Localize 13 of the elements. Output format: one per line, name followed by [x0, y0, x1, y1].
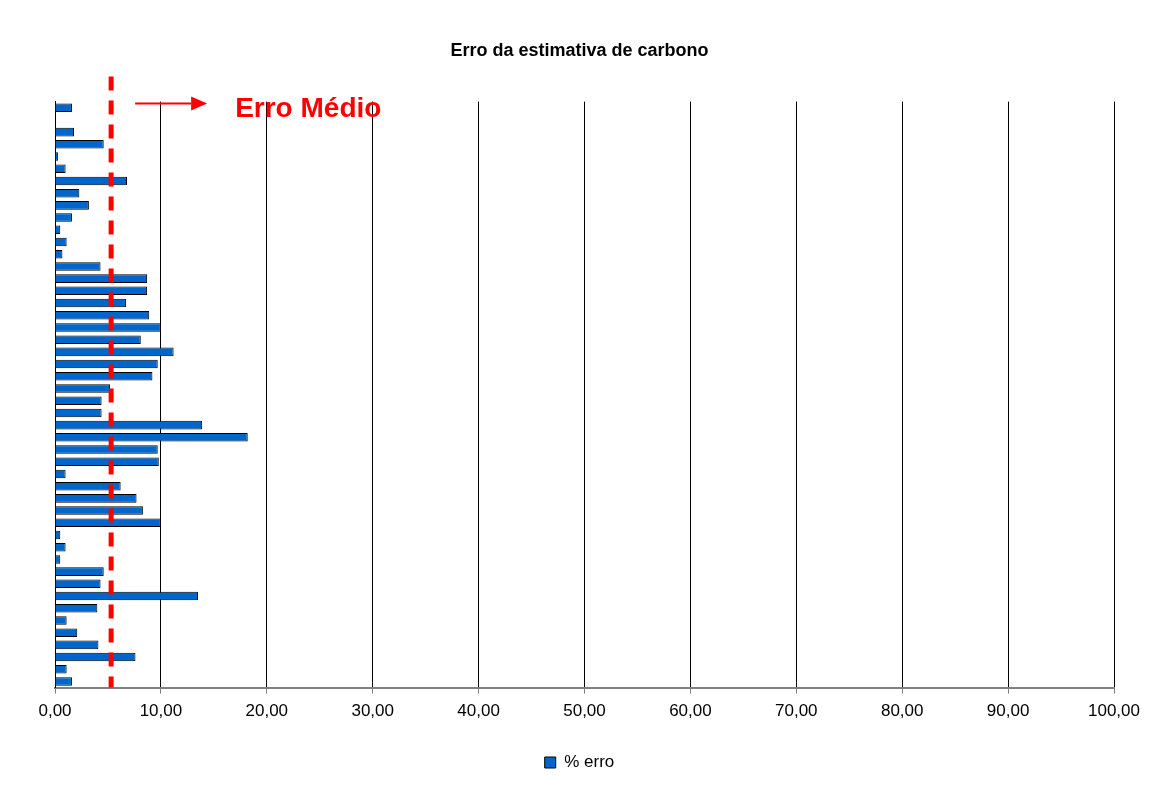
- legend-label: % erro: [564, 752, 615, 772]
- x-tick-label: 100,00: [1088, 701, 1140, 721]
- x-tick-label: 30,00: [351, 701, 394, 721]
- x-tick-label: 50,00: [563, 701, 606, 721]
- x-tick-label: 20,00: [245, 701, 289, 721]
- x-tick-label: 40,00: [457, 701, 500, 721]
- chart-title: Erro da estimativa de carbono: [450, 39, 709, 60]
- x-tick-label: 0,00: [38, 701, 72, 721]
- x-tick-label: 90,00: [986, 701, 1030, 721]
- x-tick-label: 70,00: [775, 701, 818, 721]
- x-tick-label: 80,00: [880, 701, 924, 721]
- x-tick-label: 10,00: [139, 701, 183, 721]
- x-tick-label: 60,00: [669, 701, 712, 721]
